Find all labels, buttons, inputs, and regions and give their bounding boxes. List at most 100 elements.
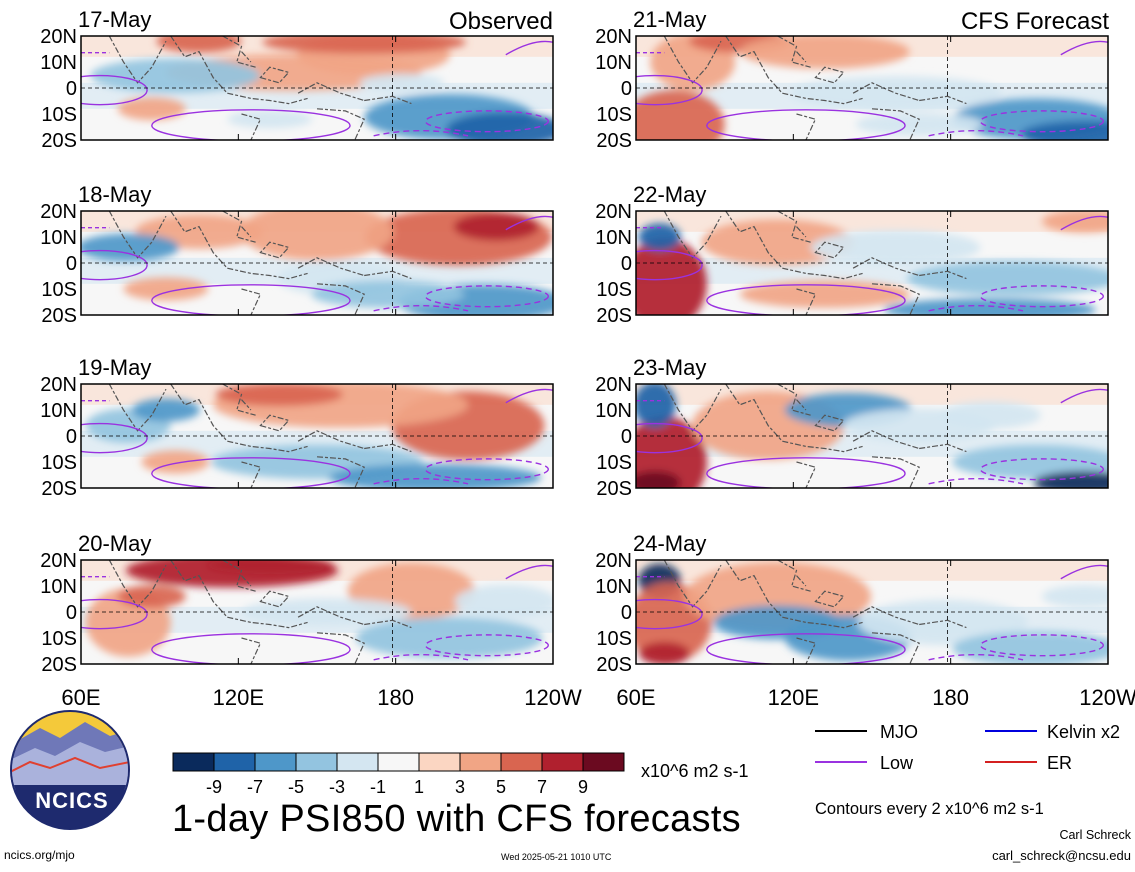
colorbar-swatch: [418, 752, 461, 772]
lat-tick-label: 20N: [595, 201, 632, 223]
footer-author: Carl Schreck: [1059, 828, 1131, 842]
line-legend: MJO Kelvin x2 Low ER: [815, 722, 1120, 773]
lon-tick-label: 60E: [61, 685, 100, 710]
lat-tick-label: 20N: [595, 26, 632, 48]
colorbar-tick-label: -9: [206, 777, 222, 797]
colorbar-units: x10^6 m2 s-1: [641, 761, 749, 781]
lat-tick-label: 20N: [40, 26, 77, 48]
lat-tick-label: 20N: [40, 550, 77, 572]
contours-note: Contours every 2 x10^6 m2 s-1: [815, 800, 1044, 818]
colorbar-swatch: [213, 752, 256, 772]
lat-tick-label: 10N: [40, 576, 77, 598]
colorbar-tick-label: -3: [329, 777, 345, 797]
colorbar-swatch: [582, 752, 625, 772]
lat-tick-label: 20S: [596, 654, 632, 676]
lat-tick-label: 20S: [41, 130, 77, 152]
lat-tick-label: 20N: [40, 374, 77, 396]
lat-tick-label: 20N: [40, 201, 77, 223]
lon-tick-label: 120E: [213, 685, 264, 710]
panel-date-label: 20-May: [78, 531, 151, 556]
lat-tick-label: 20S: [596, 130, 632, 152]
lat-tick-label: 10S: [41, 104, 77, 126]
colorbar-swatch: [295, 752, 338, 772]
footer-timestamp: Wed 2025-05-21 1010 UTC: [501, 852, 612, 862]
lat-tick-label: 20N: [595, 374, 632, 396]
lat-tick-label: 0: [621, 426, 632, 448]
panel-date-label: 19-May: [78, 355, 151, 380]
panel-date-label: 23-May: [633, 355, 706, 380]
lat-tick-label: 0: [621, 78, 632, 100]
lat-tick-label: 10N: [40, 400, 77, 422]
lat-tick-label: 10S: [596, 279, 632, 301]
legend-label: ER: [1047, 753, 1072, 773]
colorbar-tick-label: 5: [496, 777, 506, 797]
ncics-logo: NCICS: [10, 710, 130, 830]
forecast-header: CFS Forecast: [961, 8, 1109, 35]
lat-tick-label: 0: [66, 602, 77, 624]
colorbar-tick-label: -5: [288, 777, 304, 797]
lon-tick-label: 180: [932, 685, 969, 710]
colorbar-tick-label: 1: [414, 777, 424, 797]
lat-tick-label: 10N: [595, 576, 632, 598]
figure-title: 1-day PSI850 with CFS forecasts: [172, 798, 741, 840]
lon-tick-label: 120W: [524, 685, 582, 710]
colorbar-swatch: [541, 752, 584, 772]
colorbar-swatch: [500, 752, 543, 772]
legend-label: Kelvin x2: [1047, 722, 1120, 742]
lat-tick-label: 20S: [596, 305, 632, 327]
lat-tick-label: 10S: [41, 452, 77, 474]
logo-text: NCICS: [35, 788, 108, 813]
footer-url: ncics.org/mjo: [4, 848, 75, 862]
lat-tick-label: 0: [66, 78, 77, 100]
panel-date-label: 17-May: [78, 7, 151, 32]
lat-tick-label: 0: [621, 253, 632, 275]
panel-date-label: 22-May: [633, 182, 706, 207]
panel-date-label: 18-May: [78, 182, 151, 207]
lat-tick-label: 20S: [41, 478, 77, 500]
lat-tick-label: 10S: [596, 628, 632, 650]
colorbar-tick-label: -1: [370, 777, 386, 797]
colorbar-swatch: [377, 752, 420, 772]
lat-tick-label: 20S: [41, 305, 77, 327]
lat-tick-label: 10S: [41, 279, 77, 301]
lat-tick-label: 0: [621, 602, 632, 624]
colorbar-swatch: [336, 752, 379, 772]
panel-date-label: 21-May: [633, 7, 706, 32]
colorbar-tick-label: 9: [578, 777, 588, 797]
lat-tick-label: 10N: [595, 400, 632, 422]
lat-tick-label: 10S: [596, 104, 632, 126]
lat-tick-label: 20S: [596, 478, 632, 500]
panel-date-label: 24-May: [633, 531, 706, 556]
lat-tick-label: 10N: [595, 52, 632, 74]
lat-tick-label: 20N: [595, 550, 632, 572]
lat-tick-label: 0: [66, 253, 77, 275]
lat-tick-label: 0: [66, 426, 77, 448]
colorbar-tick-label: 7: [537, 777, 547, 797]
observed-header: Observed: [449, 8, 553, 35]
legend-label: MJO: [880, 722, 918, 742]
colorbar-tick-label: 3: [455, 777, 465, 797]
lat-tick-label: 10N: [40, 52, 77, 74]
lat-tick-label: 10S: [41, 628, 77, 650]
lat-tick-label: 10N: [40, 227, 77, 249]
lon-tick-label: 120E: [768, 685, 819, 710]
colorbar: -9 -7 -5 -3 -1 1 3 5 7 9: [172, 752, 625, 797]
colorbar-tick-label: -7: [247, 777, 263, 797]
colorbar-swatch: [459, 752, 502, 772]
lat-tick-label: 20S: [41, 654, 77, 676]
footer-email: carl_schreck@ncsu.edu: [992, 848, 1131, 863]
lon-tick-label: 180: [377, 685, 414, 710]
lat-tick-label: 10S: [596, 452, 632, 474]
lon-tick-label: 60E: [616, 685, 655, 710]
legend-label: Low: [880, 753, 914, 773]
colorbar-swatch: [254, 752, 297, 772]
